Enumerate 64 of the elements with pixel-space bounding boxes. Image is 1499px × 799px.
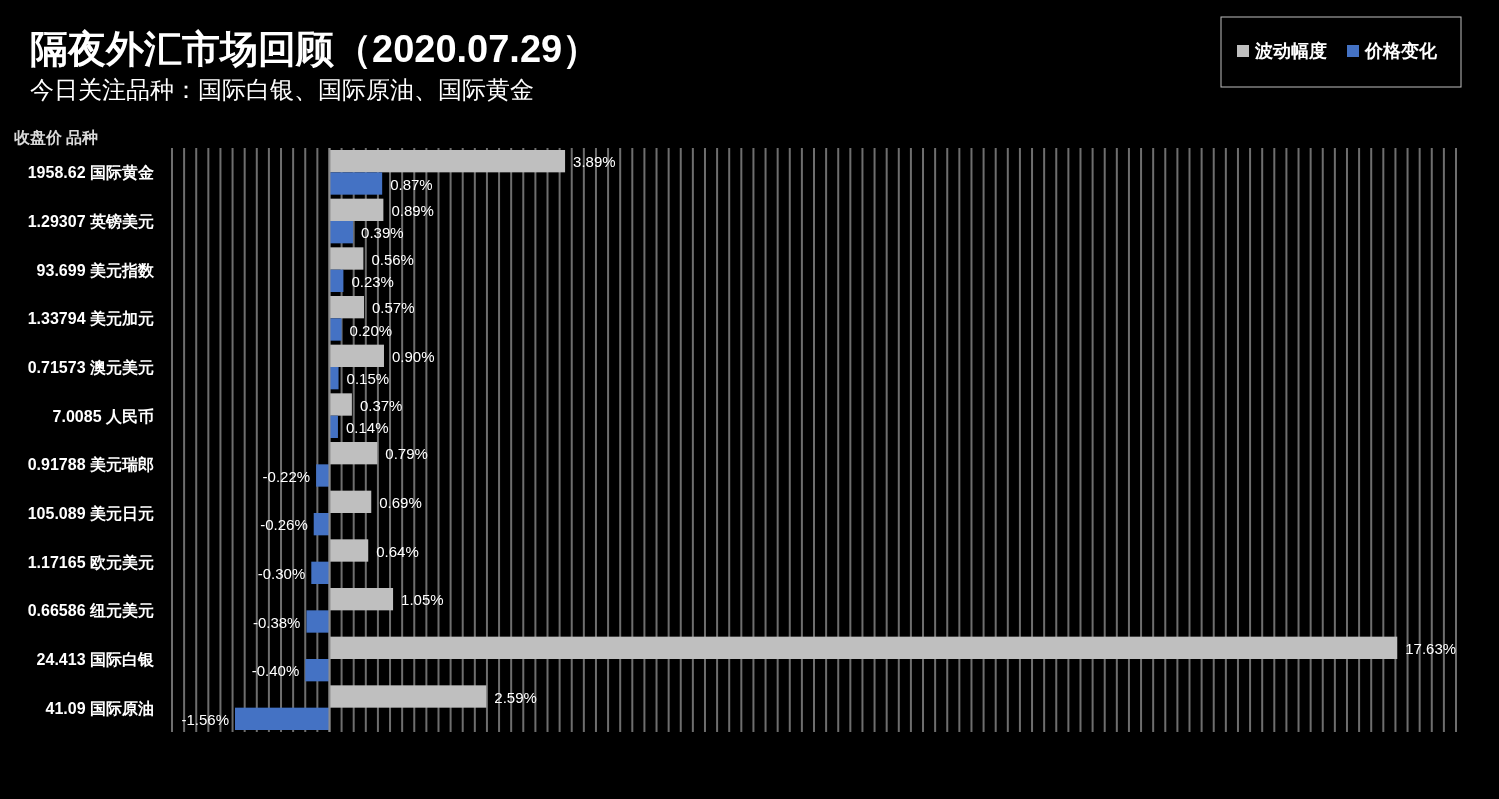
data-label: -0.38% <box>252 613 301 631</box>
data-label: 2.59% <box>494 688 537 706</box>
data-label: -0.26% <box>260 516 308 534</box>
y-tick-label: 1.29307 英镑美元 <box>27 212 154 230</box>
bar <box>329 393 352 416</box>
bar <box>316 464 330 487</box>
bar <box>329 150 566 173</box>
data-label: 17.63% <box>1405 639 1457 657</box>
y-tick-label: 93.699 美元指数 <box>36 260 155 279</box>
bar <box>329 247 364 270</box>
data-label: 0.20% <box>349 321 393 339</box>
y-tick-label: 0.91788 美元瑞郎 <box>27 455 154 474</box>
chart-subtitle: 今日关注品种：国际白银、国际原油、国际黄金 <box>30 76 534 103</box>
y-tick-label: 105.089 美元日元 <box>27 504 154 522</box>
bar <box>329 367 339 390</box>
data-label: 3.89% <box>573 153 616 171</box>
bar <box>329 269 344 292</box>
bar <box>329 318 342 341</box>
bar <box>329 172 383 195</box>
bar <box>329 442 378 465</box>
data-label: -0.22% <box>262 467 311 485</box>
bar <box>329 296 364 319</box>
bar <box>305 659 330 682</box>
bar <box>329 588 394 611</box>
data-label: 0.57% <box>371 299 415 317</box>
data-label: -0.40% <box>251 662 300 680</box>
y-tick-label: 7.0085 人民币 <box>52 407 154 425</box>
data-label: -0.30% <box>257 564 306 582</box>
bar <box>329 636 1398 659</box>
bar <box>306 610 330 633</box>
bar <box>329 415 338 438</box>
data-label: 0.15% <box>346 370 390 388</box>
bar <box>329 198 384 221</box>
legend-label: 价格变化 <box>1364 41 1438 61</box>
y-tick-label: 1958.62 国际黄金 <box>27 164 154 182</box>
data-label: 0.79% <box>385 445 428 463</box>
bar <box>311 561 330 584</box>
bar <box>329 344 384 367</box>
chart-title: 隔夜外汇市场回顾（2020.07.29） <box>30 28 601 70</box>
data-label: 0.90% <box>391 347 435 365</box>
data-label: 0.23% <box>351 272 394 290</box>
bar <box>329 221 354 244</box>
y-tick-label: 0.66586 纽元美元 <box>27 601 154 620</box>
data-label: 0.39% <box>361 224 404 242</box>
data-label: 0.89% <box>391 201 434 219</box>
y-tick-label: 24.413 国际白银 <box>36 651 155 668</box>
bar <box>329 490 372 513</box>
bar <box>329 539 369 562</box>
y-tick-label: 1.33794 美元加元 <box>27 309 154 328</box>
data-label: 0.14% <box>345 418 389 436</box>
y-tick-label: 41.09 国际原油 <box>45 699 154 717</box>
y-tick-label: 1.17165 欧元美元 <box>27 552 154 571</box>
data-label: 1.05% <box>401 591 444 609</box>
legend-label: 波动幅度 <box>1254 41 1327 61</box>
data-label: 0.37% <box>359 396 403 414</box>
data-label: -1.56% <box>181 710 229 728</box>
data-label: 0.69% <box>379 493 422 511</box>
data-label: 0.87% <box>390 175 433 193</box>
bar <box>234 707 330 730</box>
y-tick-label: 0.71573 澳元美元 <box>27 358 154 376</box>
bar <box>329 685 487 708</box>
data-label: 0.56% <box>371 250 414 268</box>
text: 收盘价 品种 <box>14 129 99 146</box>
data-label: 0.64% <box>376 542 419 560</box>
